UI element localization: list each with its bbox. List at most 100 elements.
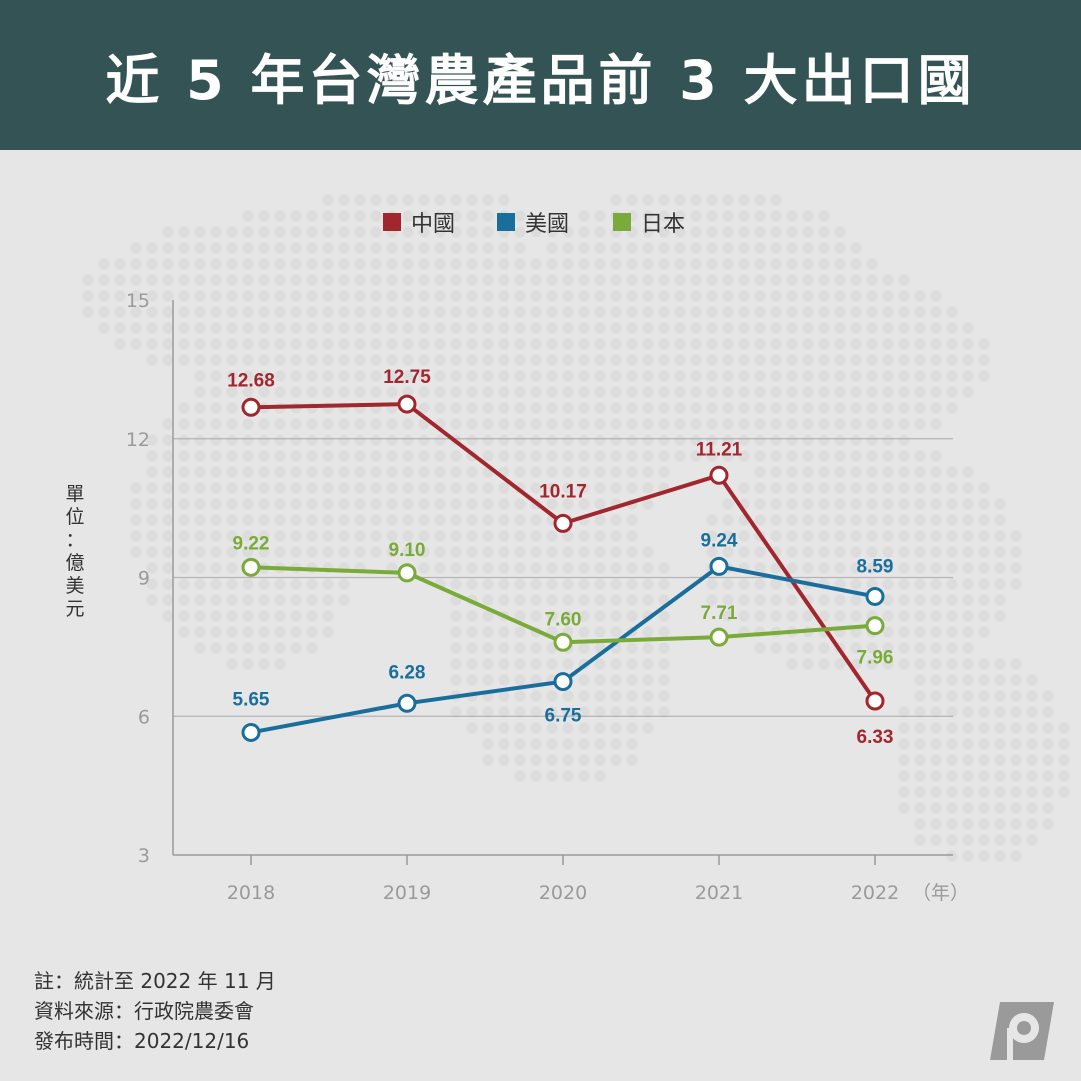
map-dot	[530, 386, 542, 398]
map-dot	[754, 386, 766, 398]
map-dot	[514, 338, 526, 350]
map-dot	[770, 402, 782, 414]
map-dot	[162, 290, 174, 302]
map-dot	[866, 578, 878, 590]
map-dot	[594, 370, 606, 382]
map-dot	[754, 546, 766, 558]
map-dot	[642, 418, 654, 430]
map-dot	[994, 546, 1006, 558]
map-dot	[706, 354, 718, 366]
map-dot	[834, 578, 846, 590]
map-dot	[354, 370, 366, 382]
map-dot	[322, 194, 334, 206]
map-dot	[562, 354, 574, 366]
map-dot	[130, 274, 142, 286]
map-dot	[210, 226, 222, 238]
map-dot	[498, 434, 510, 446]
map-dot	[834, 658, 846, 670]
map-dot	[530, 642, 542, 654]
map-dot	[754, 498, 766, 510]
map-dot	[898, 786, 910, 798]
map-dot	[610, 258, 622, 270]
map-dot	[946, 834, 958, 846]
map-dot	[578, 210, 590, 222]
map-dot	[434, 482, 446, 494]
map-dot	[946, 754, 958, 766]
map-dot	[434, 434, 446, 446]
map-dot	[962, 370, 974, 382]
map-dot	[1010, 530, 1022, 542]
map-dot	[418, 466, 430, 478]
map-dot	[610, 738, 622, 750]
map-dot	[466, 546, 478, 558]
map-dot	[706, 434, 718, 446]
map-dot	[498, 706, 510, 718]
map-dot	[594, 530, 606, 542]
map-dot	[994, 802, 1006, 814]
map-dot	[754, 370, 766, 382]
map-dot	[914, 386, 926, 398]
map-dot	[626, 242, 638, 254]
map-dot	[450, 258, 462, 270]
map-dot	[946, 562, 958, 574]
map-dot	[626, 418, 638, 430]
map-dot	[498, 658, 510, 670]
map-dot	[338, 498, 350, 510]
map-dot	[882, 578, 894, 590]
map-dot	[898, 466, 910, 478]
data-label: 9.24	[701, 530, 738, 551]
map-dot	[242, 642, 254, 654]
map-dot	[722, 194, 734, 206]
map-dot	[962, 578, 974, 590]
map-dot	[562, 306, 574, 318]
map-dot	[562, 482, 574, 494]
map-dot	[354, 498, 366, 510]
map-dot	[578, 738, 590, 750]
map-dot	[370, 514, 382, 526]
map-dot	[338, 370, 350, 382]
map-dot	[914, 626, 926, 638]
map-dot	[562, 226, 574, 238]
map-dot	[738, 306, 750, 318]
data-point	[397, 394, 417, 414]
map-dot	[786, 338, 798, 350]
series-lines	[241, 394, 885, 742]
map-dot	[578, 498, 590, 510]
map-dot	[994, 562, 1006, 574]
map-dot	[98, 258, 110, 270]
map-dot	[178, 306, 190, 318]
map-dot	[146, 322, 158, 334]
map-dot	[386, 194, 398, 206]
map-dot	[338, 322, 350, 334]
map-dot	[946, 802, 958, 814]
map-dot	[562, 258, 574, 270]
data-point	[709, 556, 729, 576]
map-dot	[994, 690, 1006, 702]
map-dot	[594, 514, 606, 526]
map-dot	[306, 626, 318, 638]
map-dot	[514, 418, 526, 430]
map-dot	[562, 610, 574, 622]
map-dot	[850, 354, 862, 366]
map-dot	[258, 242, 270, 254]
map-dot	[498, 242, 510, 254]
map-dot	[1010, 850, 1022, 862]
map-dot	[690, 210, 702, 222]
map-dot	[594, 690, 606, 702]
map-dot	[626, 434, 638, 446]
map-dot	[946, 626, 958, 638]
map-dot	[578, 546, 590, 558]
map-dot	[498, 194, 510, 206]
map-dot	[194, 274, 206, 286]
map-dot	[290, 578, 302, 590]
map-dot	[546, 354, 558, 366]
map-dot	[962, 610, 974, 622]
map-dot	[914, 466, 926, 478]
map-dot	[482, 738, 494, 750]
map-dot	[962, 674, 974, 686]
map-dot	[482, 386, 494, 398]
map-dot	[642, 386, 654, 398]
map-dot	[178, 610, 190, 622]
map-dot	[898, 514, 910, 526]
